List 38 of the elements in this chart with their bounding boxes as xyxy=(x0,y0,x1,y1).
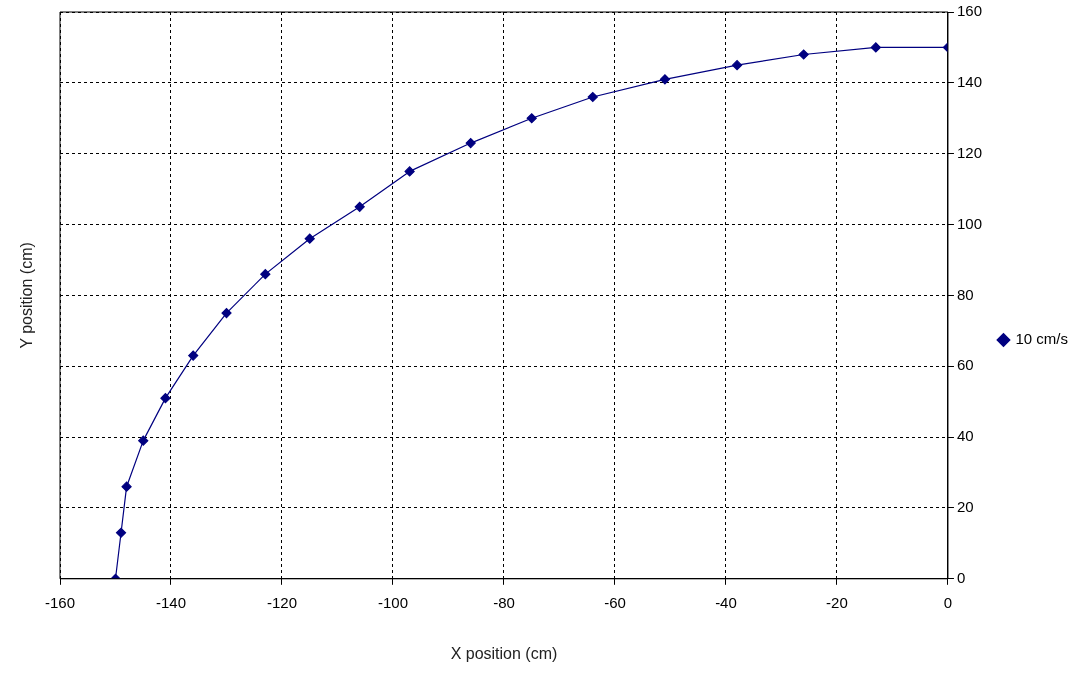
y-tick-label: 100 xyxy=(956,214,982,232)
x-tick-label: -40 xyxy=(715,593,737,611)
y-axis-title: Y position (cm) xyxy=(18,242,36,349)
point xyxy=(260,269,271,280)
point xyxy=(731,60,743,71)
point xyxy=(160,393,171,404)
y-tick-label: 20 xyxy=(956,498,974,516)
x-tick-label: -160 xyxy=(44,593,76,611)
point xyxy=(870,42,881,53)
y-tick-label: 60 xyxy=(956,356,974,374)
x-tick-label: -120 xyxy=(266,593,298,611)
point xyxy=(115,527,127,538)
y-tick-label: 40 xyxy=(956,427,974,445)
point xyxy=(659,74,671,85)
legend-label: 10 cm/s xyxy=(1015,330,1068,348)
point xyxy=(138,435,149,446)
y-tick-label: 160 xyxy=(956,2,982,20)
point xyxy=(354,201,365,212)
x-tick-label: 0 xyxy=(943,593,953,611)
point xyxy=(188,350,199,361)
point xyxy=(798,49,809,60)
x-axis-title: X position (cm) xyxy=(450,644,558,662)
x-tick-label: -140 xyxy=(155,593,187,611)
point xyxy=(587,91,598,103)
y-tick-label: 120 xyxy=(956,143,982,161)
y-tick-label: 80 xyxy=(956,285,974,303)
x-tick-label: -60 xyxy=(604,593,626,611)
point xyxy=(465,137,476,149)
y-tick-label: 140 xyxy=(956,72,982,90)
x-tick-label: -80 xyxy=(493,593,515,611)
point xyxy=(221,308,232,319)
point xyxy=(404,166,415,177)
point xyxy=(526,113,537,124)
x-tick-label: -100 xyxy=(377,593,408,611)
x-tick-label: -20 xyxy=(826,593,848,611)
point xyxy=(121,481,132,492)
point xyxy=(304,233,315,244)
y-tick-label: 0 xyxy=(956,568,966,586)
